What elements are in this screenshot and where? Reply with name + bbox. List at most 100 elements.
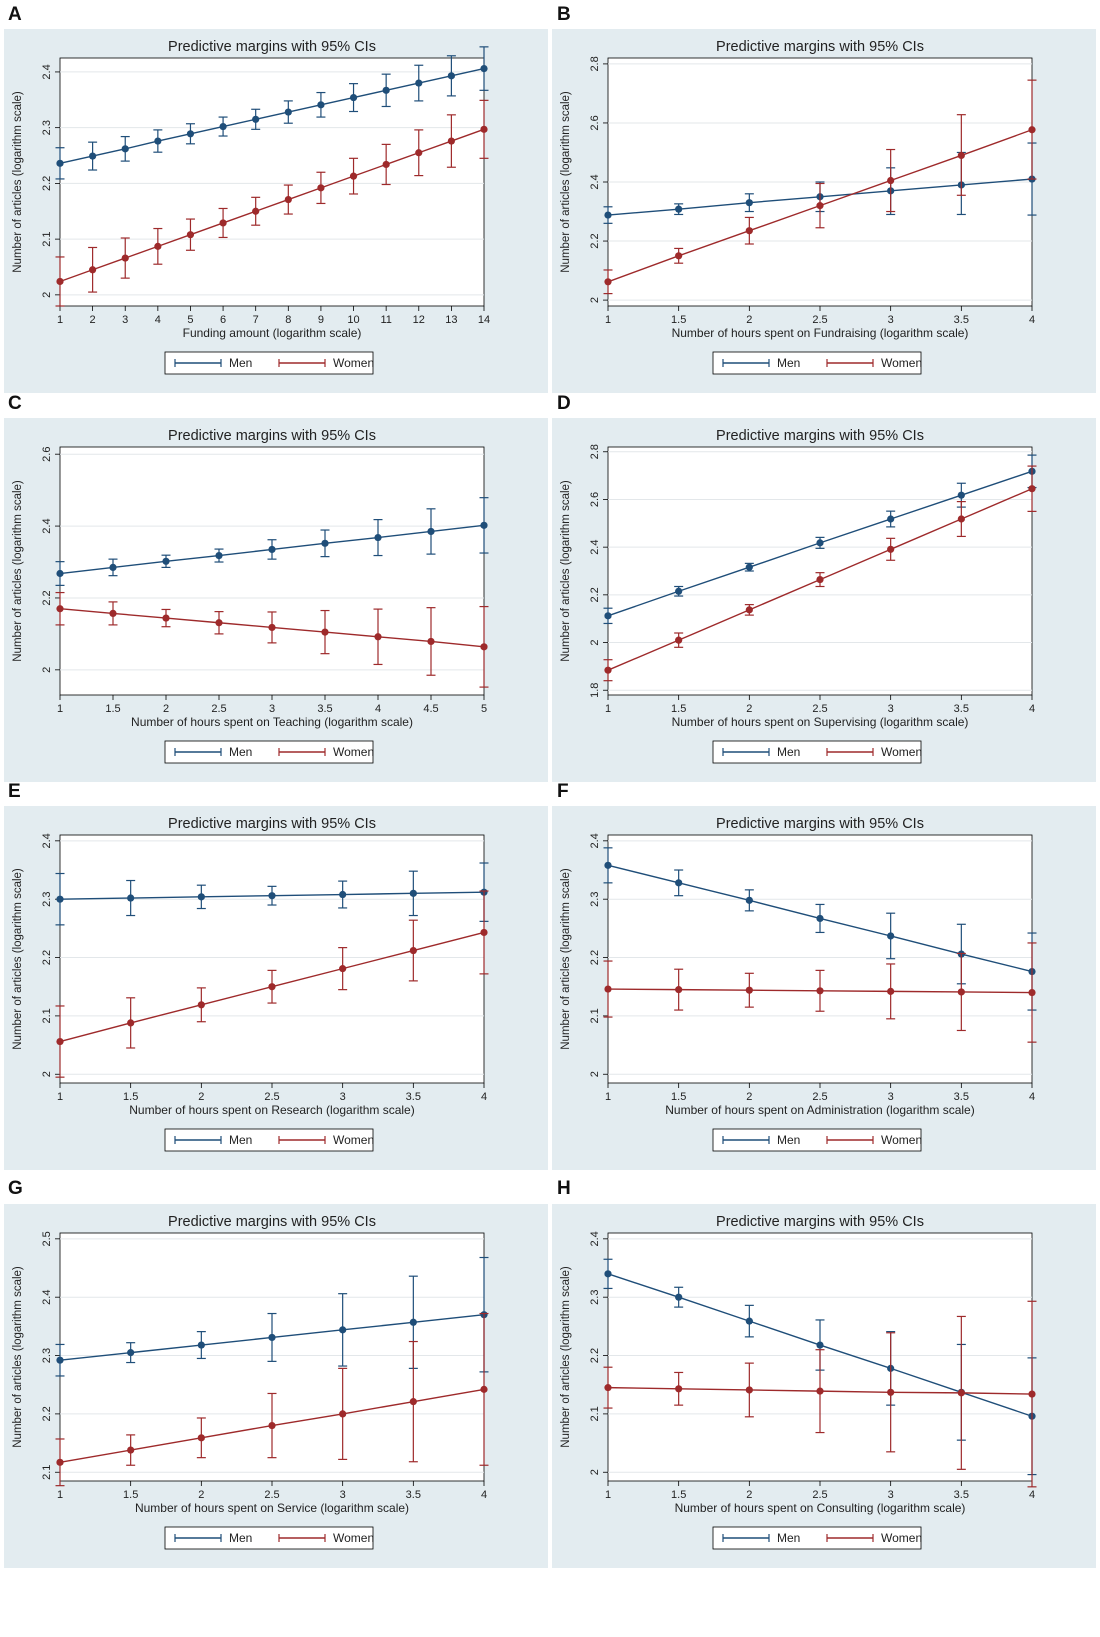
x-tick-label: 14 [478,314,490,326]
chart-title: Predictive margins with 95% CIs [716,816,924,832]
x-tick-label: 4 [155,314,161,326]
data-point-men [154,137,162,145]
data-point-women [382,160,390,169]
x-tick-label: 2.5 [812,1489,827,1501]
data-point-women [339,965,347,973]
x-tick-label: 4 [375,703,381,715]
y-tick-label: 2 [589,1469,601,1475]
x-tick-label: 10 [347,314,359,326]
data-point-women [480,643,488,651]
x-axis-label: Number of hours spent on Administration … [665,1103,974,1117]
x-tick-label: 3.5 [317,703,332,715]
y-axis-label: Number of articles (logarithm scale) [560,91,572,273]
data-point-men [816,1341,824,1349]
y-tick-label: 2.6 [589,115,601,130]
data-point-men [89,152,97,160]
data-point-men [197,1341,205,1349]
y-tick-label: 2.6 [589,492,601,507]
data-point-women [887,987,895,995]
series-line-men [59,67,485,165]
legend: Men Women [164,740,374,764]
data-point-women [127,1019,135,1027]
y-axis-label: Number of articles (logarithm scale) [12,480,24,662]
data-point-women [219,219,227,227]
panel-letter-f: F [557,781,569,802]
data-point-women [317,184,325,192]
data-point-men [215,551,223,560]
panel-letter-e: E [8,781,21,802]
legend-label-men: Men [229,1531,252,1545]
data-point-women [409,946,417,955]
y-tick-label: 2.4 [41,518,53,533]
data-point-women [957,1389,965,1397]
data-point-women [268,983,276,991]
series-women [55,1312,489,1487]
data-point-men [887,515,895,523]
data-point-women [1028,485,1036,493]
x-tick-label: 1.5 [671,314,686,326]
chart-panel-a: Predictive margins with 95% CIs 2 2.1 2.2 2.… [4,29,548,393]
data-point-women [186,231,195,239]
x-tick-label: 3.5 [406,1489,421,1501]
chart-panel-f: Predictive margins with 95% CIs 2 2.1 2.2 2.… [552,806,1096,1170]
x-tick-label: 4 [1029,1091,1035,1103]
data-point-women [284,195,292,204]
x-tick-label: 1 [605,1091,611,1103]
series-men [603,454,1037,625]
data-point-men [604,612,612,620]
data-point-women [675,986,683,994]
x-tick-label: 2 [746,703,752,715]
data-point-women [121,254,129,262]
data-point-women [268,623,276,632]
data-point-men [197,893,205,901]
panel-letter-c: C [8,393,22,414]
legend-label-women: Women [333,745,374,759]
panel-letter-b: B [557,4,571,25]
data-point-women [816,575,824,584]
x-tick-label: 6 [220,314,226,326]
data-point-men [816,914,824,923]
data-point-men [382,86,390,94]
data-point-men [604,1270,612,1278]
data-point-men [219,122,227,131]
data-point-men [374,533,382,542]
data-point-women [56,605,64,613]
x-tick-label: 3 [269,703,275,715]
x-tick-label: 2.5 [264,1489,279,1501]
x-tick-label: 13 [445,314,457,326]
panel-letter-a: A [8,4,22,25]
chart-title: Predictive margins with 95% CIs [716,428,924,444]
y-tick-label: 2 [41,667,53,673]
y-tick-label: 2 [41,1071,53,1077]
chart-panel-b: Predictive margins with 95% CIs 2 2.2 2.4 2.… [552,29,1096,393]
legend-box [164,1526,374,1550]
data-point-women [252,207,260,215]
x-tick-label: 2.5 [264,1091,279,1103]
y-tick-label: 2.2 [589,233,601,248]
data-point-men [427,527,435,536]
chart-panel-e: Predictive margins with 95% CIs 2 2.1 2.2 2.… [4,806,548,1170]
legend: Men Women [712,740,922,764]
data-point-men [268,1333,276,1342]
x-tick-label: 3 [340,1489,346,1501]
x-tick-label: 2 [746,314,752,326]
y-tick-label: 2.6 [41,447,53,462]
data-point-men [252,115,260,123]
legend-box [164,740,374,764]
data-point-men [121,145,129,153]
x-tick-label: 4 [1029,703,1035,715]
series-women [603,1300,1037,1488]
series-men [55,46,489,180]
data-point-women [480,125,488,133]
legend: Men Women [712,1526,922,1550]
x-tick-label: 2 [163,703,169,715]
data-point-women [745,606,753,614]
data-point-men [745,1317,753,1325]
y-tick-label: 2 [589,297,601,303]
data-point-men [56,569,64,578]
data-point-women [321,628,329,636]
y-axis-label: Number of articles (logarithm scale) [12,91,24,273]
data-point-men [675,587,683,595]
data-point-men [284,108,292,116]
x-tick-label: 1.5 [123,1489,138,1501]
